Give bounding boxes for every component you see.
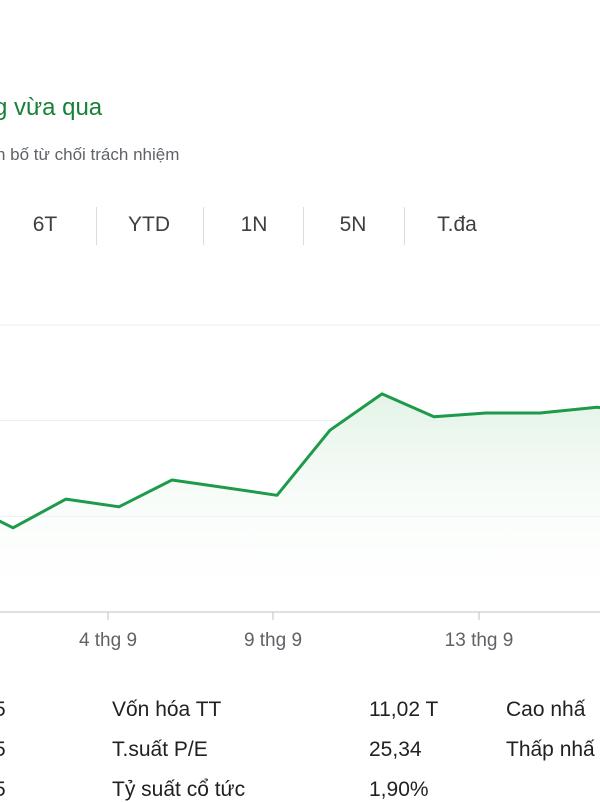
stat-value: 25,34 <box>369 738 422 761</box>
series-line <box>0 392 600 530</box>
series-area <box>0 393 600 612</box>
stat-label: T.suất P/E <box>112 738 208 761</box>
x-tick-label: 13 thg 9 <box>445 630 514 651</box>
price-chart[interactable]: 4 thg 9 9 thg 9 13 thg 9 <box>0 300 600 660</box>
tab-divider <box>303 207 304 245</box>
section-title: g vừa qua <box>0 94 103 121</box>
tab-1n[interactable]: 1N <box>240 213 268 236</box>
stat-label: Cao nhấ <box>506 698 586 721</box>
stat-value: 1,90% <box>369 778 429 801</box>
x-tick-label: 9 thg 9 <box>244 630 302 651</box>
tab-6t[interactable]: 6T <box>32 213 58 236</box>
stat-left-value: 5 <box>0 698 6 722</box>
stats-grid: 5 Vốn hóa TT 11,02 T Cao nhấ 5 T.suất P/… <box>0 690 600 802</box>
stat-label: Thấp nhấ <box>506 738 595 761</box>
tab-ytd[interactable]: YTD <box>128 213 170 236</box>
stat-value: 11,02 T <box>369 698 439 721</box>
tab-divider <box>203 207 204 245</box>
stat-label: Vốn hóa TT <box>112 698 222 721</box>
stat-label: Tỷ suất cổ tức <box>112 778 246 801</box>
x-tick-label: 4 thg 9 <box>79 630 137 651</box>
tab-max[interactable]: T.đa <box>437 213 477 236</box>
disclaimer-link[interactable]: n bố từ chối trách nhiệm <box>0 145 180 164</box>
stat-left-value: 5 <box>0 738 6 762</box>
stat-left-value: 5 <box>0 778 6 802</box>
range-tabs: 6T YTD 1N 5N T.đa <box>0 205 600 245</box>
tab-divider <box>96 207 97 245</box>
tab-5n[interactable]: 5N <box>339 213 367 236</box>
tab-divider <box>404 207 405 245</box>
